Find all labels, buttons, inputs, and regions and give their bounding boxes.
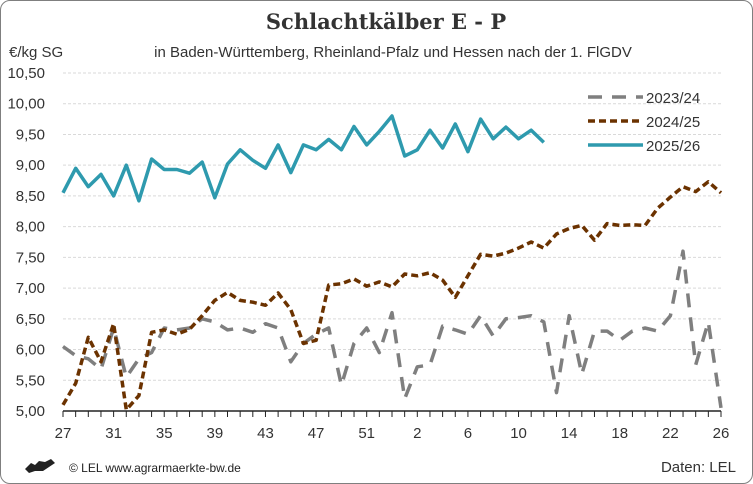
y-tick-label: 9,50 [16,126,45,143]
legend-label: 2023/24 [646,90,700,107]
x-tick-label: 43 [257,425,274,442]
x-tick-label: 35 [156,425,173,442]
y-tick-label: 7,50 [16,249,45,266]
chart-subtitle: in Baden-Württemberg, Rheinland-Pfalz un… [154,44,632,61]
y-tick-label: 8,00 [16,219,45,236]
source-text: Daten: LEL [661,459,736,476]
x-tick-label: 22 [662,425,679,442]
series-line-2025-26 [61,114,546,203]
x-tick-label: 51 [358,425,375,442]
y-tick-label: 5,50 [16,372,45,389]
x-tick-label: 6 [464,425,472,442]
y-tick-label: 7,00 [16,280,45,297]
y-tick-label: 10,00 [7,96,45,113]
y-tick-label: 9,00 [16,157,45,174]
series-line-2023-24 [61,249,723,409]
legend-label: 2025/26 [646,138,700,155]
chart-title: Schlachtkälber E - P [266,9,506,34]
y-axis-label: €/kg SG [9,44,63,61]
y-tick-label: 10,50 [7,65,45,82]
x-tick-label: 31 [105,425,122,442]
y-tick-label: 6,00 [16,342,45,359]
x-tick-label: 39 [207,425,224,442]
x-tick-label: 2 [413,425,421,442]
y-tick-label: 8,50 [16,188,45,205]
series-line-2024-25 [61,180,723,412]
x-tick-label: 10 [510,425,527,442]
x-tick-label: 14 [561,425,578,442]
lion-logo-icon [25,459,55,473]
legend-label: 2024/25 [646,114,700,131]
x-tick-label: 26 [713,425,730,442]
x-tick-label: 47 [308,425,325,442]
copyright-text: © LEL www.agrarmaerkte-bw.de [69,461,241,475]
x-tick-label: 18 [611,425,628,442]
y-tick-label: 6,50 [16,311,45,328]
y-tick-label: 5,00 [16,403,45,420]
x-tick-label: 27 [55,425,72,442]
